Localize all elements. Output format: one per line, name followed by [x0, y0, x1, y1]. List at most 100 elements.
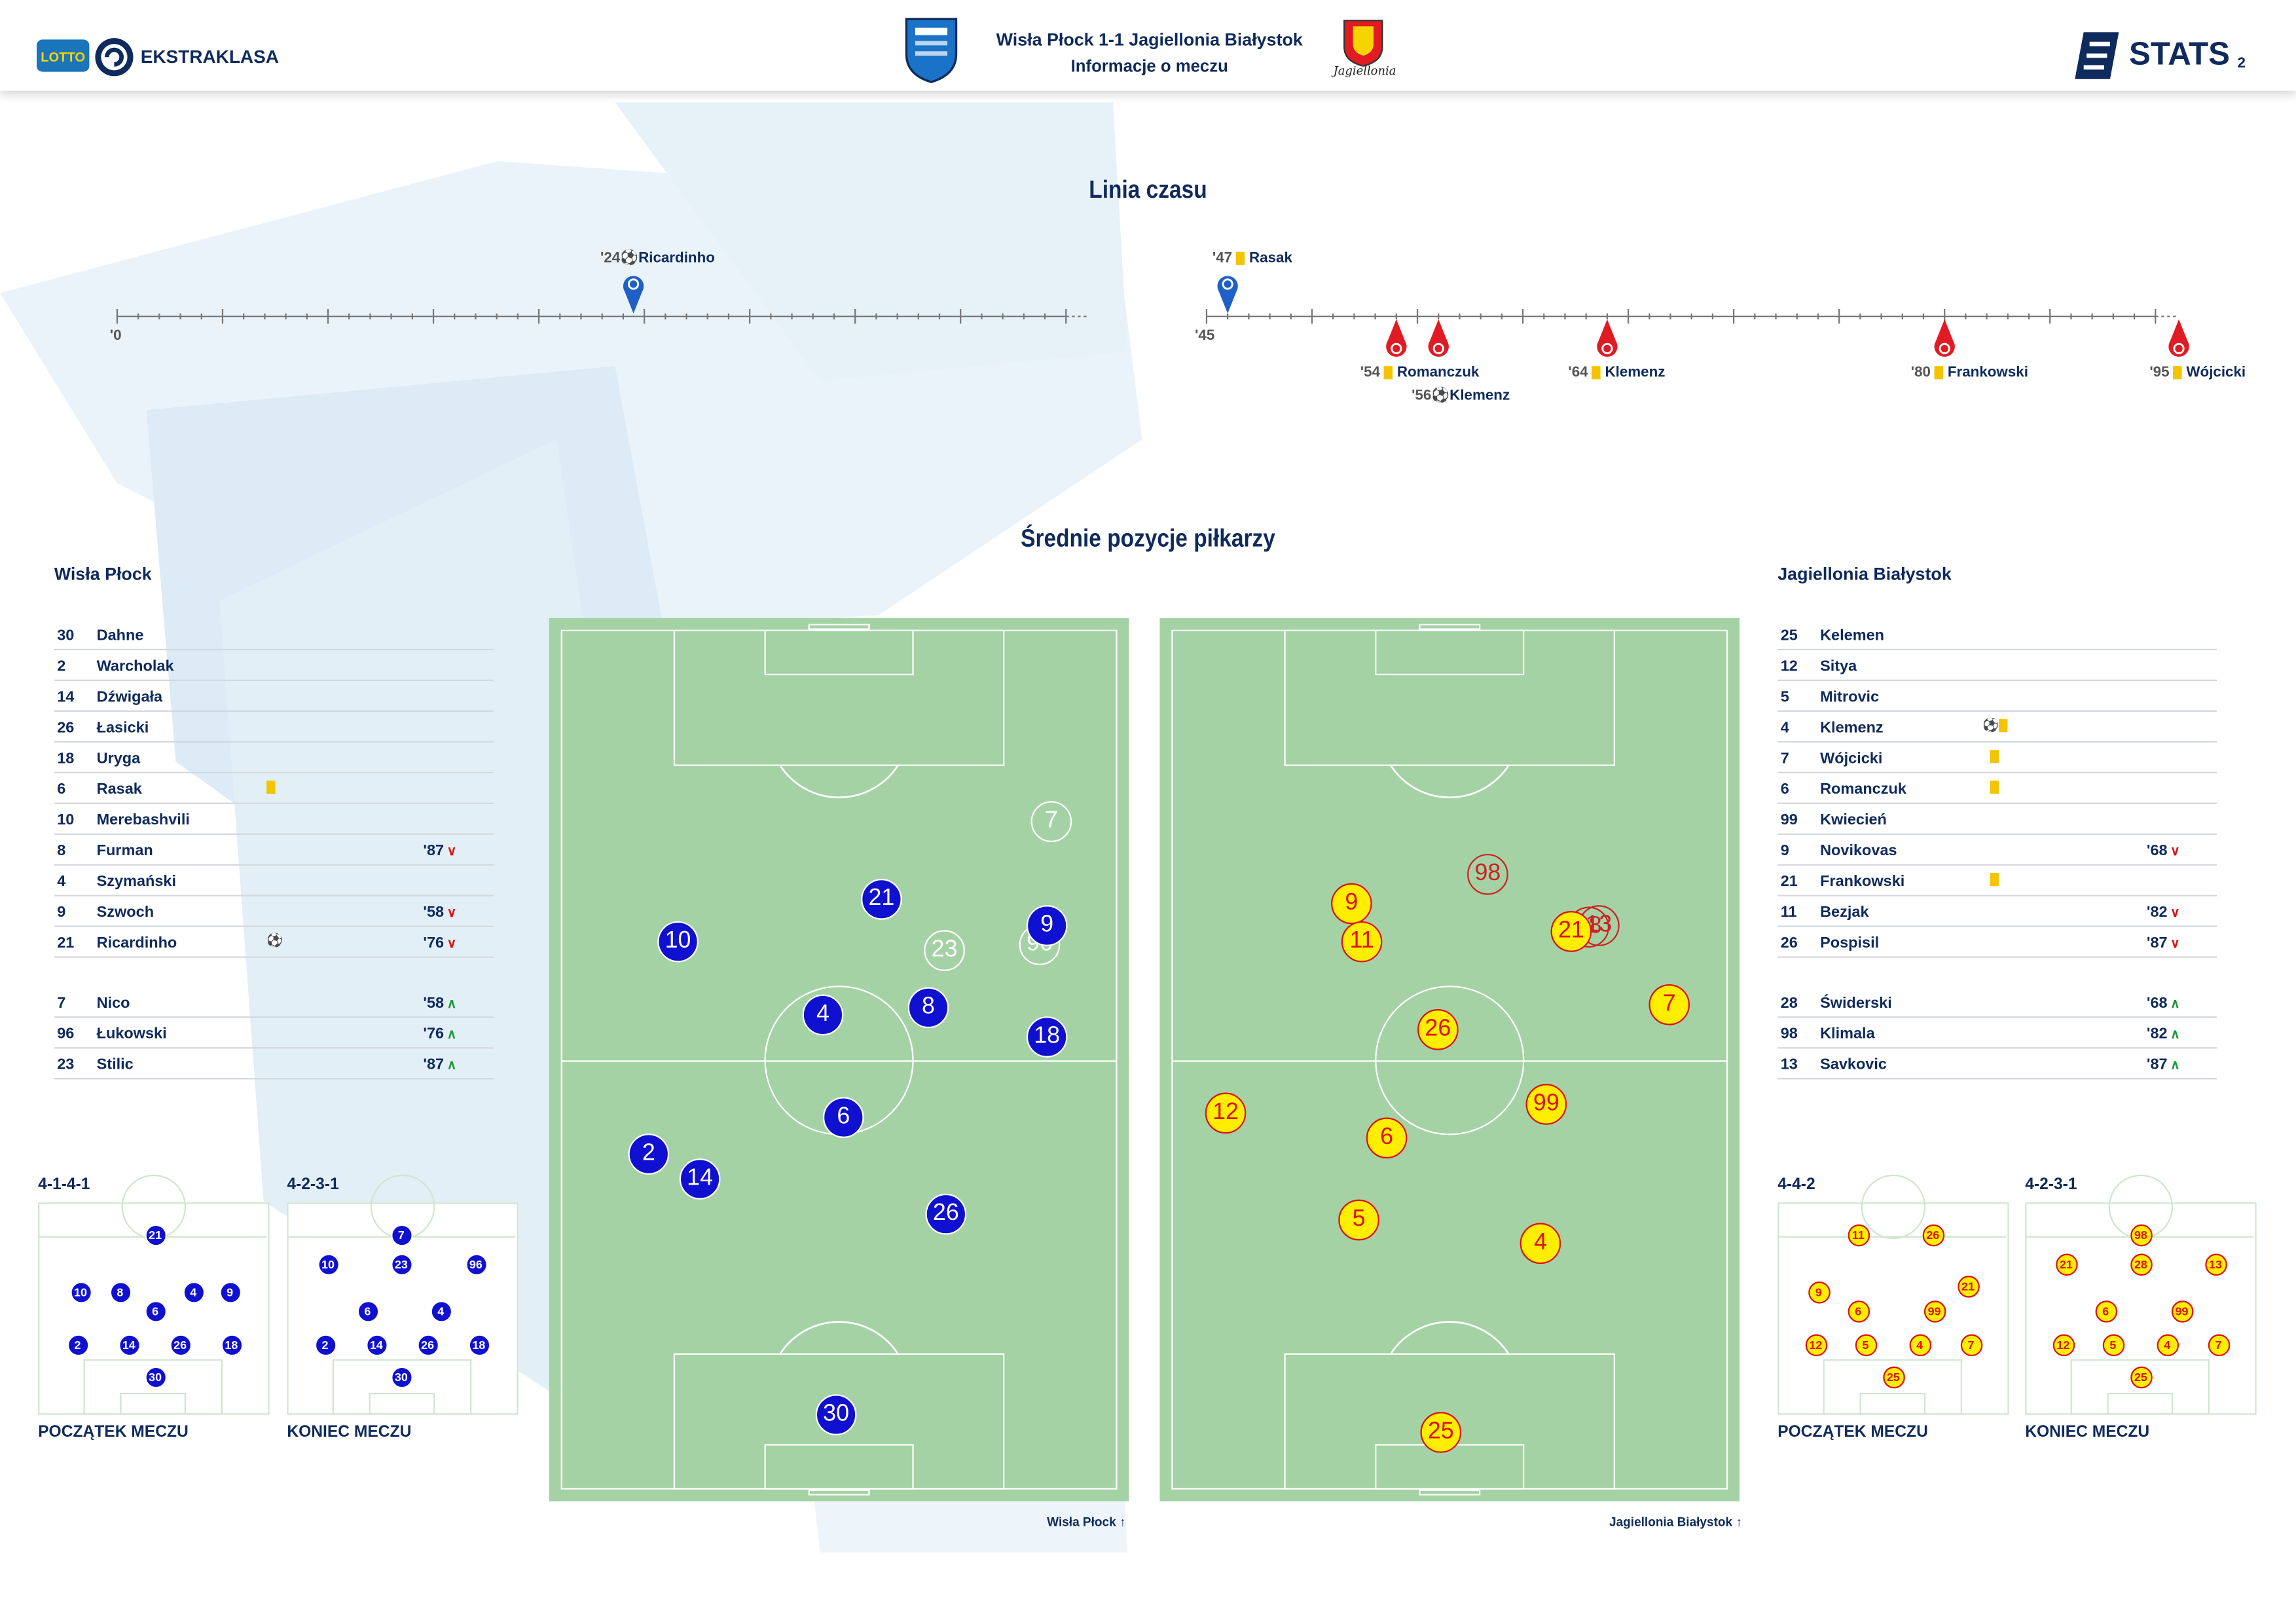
lineup-row: 2 Warcholak — [54, 650, 494, 682]
player-name: Merebashvili — [96, 811, 190, 829]
formation-player-marker: 23 — [390, 1253, 412, 1275]
mini-six-yard-box — [2107, 1393, 2174, 1415]
timeline-event-label: '64 Klemenz — [1568, 364, 1666, 381]
timeline-start-second-half: '45 — [1195, 327, 1215, 344]
formation-player-marker: 11 — [1847, 1223, 1870, 1246]
goal-top — [1419, 623, 1481, 630]
formation-player-marker: 4 — [182, 1280, 205, 1303]
substitution-minute: '76 ∧ — [423, 1025, 457, 1043]
player-number: 13 — [1780, 1056, 1798, 1074]
home-formation-start-pitch: 21 10 8 4 9 6 2 14 26 18 30 — [38, 1174, 270, 1415]
player-position-marker: 9 — [1331, 883, 1372, 925]
sub-in-arrow-icon: ∧ — [2170, 995, 2180, 1011]
formation-player-marker: 8 — [109, 1280, 132, 1303]
timeline-event-label: '24⚽Ricardinho — [600, 250, 715, 267]
lineup-row: 7 Wójcicki — [1777, 743, 2217, 773]
timeline-home-event-pin — [623, 276, 644, 314]
home-start-label: POCZĄTEK MECZU — [38, 1423, 189, 1441]
player-name: Łasicki — [96, 719, 149, 737]
player-name: Uryga — [96, 750, 141, 767]
yellow-card-icon — [1592, 365, 1601, 379]
mini-halfway-line — [1779, 1236, 2007, 1238]
ball-icon: ⚽ — [620, 250, 639, 267]
away-formation-start: 4-4-2 — [1777, 1175, 1815, 1194]
mini-centre-circle — [1861, 1174, 1926, 1240]
sub-out-arrow-icon: ∨ — [446, 905, 457, 920]
formation-player-marker: 5 — [2102, 1333, 2124, 1356]
formation-player-marker: 5 — [1854, 1333, 1877, 1356]
ball-icon: ⚽ — [266, 932, 283, 948]
player-number: 8 — [57, 842, 66, 860]
lineup-gap — [54, 958, 494, 987]
player-number: 10 — [57, 811, 75, 829]
player-position-marker: 8 — [907, 987, 949, 1029]
player-number: 7 — [57, 994, 66, 1012]
lineup-row: 25 Kelemen — [1777, 619, 2217, 651]
player-position-marker: 99 — [1525, 1084, 1567, 1125]
yellow-card-icon — [1935, 365, 1944, 379]
formation-player-marker: 30 — [390, 1365, 412, 1388]
mini-six-yard-box — [120, 1393, 187, 1415]
formation-player-marker: 7 — [1959, 1333, 1982, 1356]
yellow-card-icon — [1990, 749, 1999, 763]
lineup-row: 21 Frankowski — [1777, 866, 2217, 896]
lineup-row: 12 Sitya — [1777, 650, 2217, 682]
formation-player-marker: 28 — [2130, 1253, 2152, 1275]
away-formation-end-pitch: 98 21 28 13 6 99 12 5 4 7 25 — [2025, 1174, 2257, 1415]
mini-six-yard-box — [1859, 1393, 1926, 1415]
lineup-row: 98 Klimala '82 ∧ — [1777, 1018, 2217, 1049]
player-number: 4 — [1780, 719, 1789, 737]
player-name: Mitrovic — [1820, 688, 1880, 707]
home-crest — [905, 18, 958, 83]
formation-player-marker: 99 — [2170, 1299, 2193, 1322]
lineup-row: 7 Nico '58 ∧ — [54, 987, 494, 1018]
lineup-row: 11 Bezjak '82 ∨ — [1777, 896, 2217, 927]
player-name: Furman — [96, 842, 153, 860]
formation-player-marker: 18 — [467, 1333, 490, 1356]
player-number: 21 — [57, 934, 75, 952]
away-team-name: Jagiellonia Białystok — [1777, 564, 1952, 585]
substitution-minute: '87 ∧ — [423, 1056, 457, 1074]
lineup-row: 14 Dźwigała — [54, 681, 494, 712]
formation-player-marker: 30 — [144, 1365, 166, 1388]
player-name: Savkovic — [1820, 1056, 1887, 1074]
formation-player-marker: 10 — [317, 1253, 339, 1275]
player-number: 28 — [1780, 994, 1798, 1012]
player-position-marker: 11 — [1341, 921, 1383, 963]
home-lineup: 30 Dahne 2 Warcholak 14 Dźwigała 26 Łasicki 18 Ur… — [54, 619, 494, 1080]
timeline-away-event-pin — [1428, 319, 1449, 357]
player-position-marker: 4 — [802, 994, 844, 1036]
formation-player-marker: 6 — [2094, 1299, 2117, 1322]
player-number: 2 — [57, 657, 66, 676]
formation-player-marker: 7 — [2207, 1333, 2230, 1356]
player-position-marker: 98 — [1467, 853, 1508, 895]
formation-player-marker: 4 — [429, 1299, 452, 1322]
timeline-event-label: '80 Frankowski — [1910, 364, 2028, 381]
player-name: Kelemen — [1820, 627, 1885, 645]
formation-player-marker: 4 — [1908, 1333, 1931, 1356]
positions-title: Średnie pozycje piłkarzy — [1021, 524, 1275, 553]
player-number: 21 — [1780, 873, 1798, 891]
player-position-marker: 4 — [1520, 1223, 1561, 1264]
player-number: 6 — [57, 781, 66, 798]
player-name: Dahne — [96, 627, 144, 645]
lineup-row: 10 Merebashvili — [54, 804, 494, 835]
formation-player-marker: 13 — [2204, 1253, 2227, 1275]
formation-player-marker: 9 — [219, 1280, 241, 1303]
player-position-marker: 6 — [1366, 1117, 1408, 1159]
match-subtitle: Informacje o meczu — [1070, 58, 1228, 77]
six-yard-box-top — [1375, 629, 1525, 676]
player-position-marker: 23 — [924, 930, 965, 971]
player-name: Dźwigała — [96, 688, 163, 707]
away-lineup: 25 Kelemen 12 Sitya 5 Mitrovic 4 Klemenz ⚽ 7 Wójci… — [1777, 619, 2217, 1080]
sub-in-arrow-icon: ∧ — [446, 1026, 457, 1042]
formation-player-marker: 21 — [144, 1223, 166, 1246]
player-position-marker: 14 — [679, 1158, 721, 1200]
formation-player-marker: 9 — [1808, 1280, 1830, 1303]
formation-player-marker: 21 — [2055, 1253, 2077, 1275]
player-position-marker: 25 — [1420, 1412, 1462, 1453]
timeline-event-label: '95 Wójcicki — [2149, 364, 2246, 381]
lineup-row: 4 Klemenz ⚽ — [1777, 712, 2217, 743]
yellow-card-icon — [1236, 251, 1245, 265]
